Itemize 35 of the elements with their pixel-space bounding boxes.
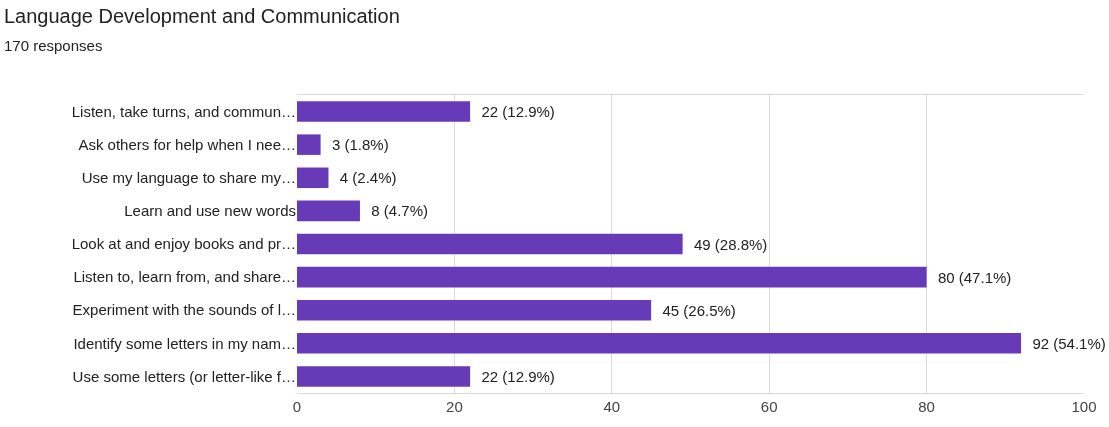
data-label: 22 (12.9%)	[473, 103, 555, 121]
bar	[297, 366, 471, 387]
bar	[297, 266, 927, 288]
data-label: 4 (2.4%)	[331, 169, 397, 187]
data-label: 8 (4.7%)	[362, 202, 428, 220]
x-tick-label: 100	[1071, 398, 1097, 415]
y-tick-label: Listen, take turns, and commun…	[71, 102, 296, 120]
bar	[297, 233, 683, 255]
x-tick-label: 80	[918, 398, 935, 415]
y-tick-label: Use my language to share my…	[81, 169, 296, 187]
chart-title: Language Development and Communication	[4, 5, 400, 27]
data-label: 3 (1.8%)	[323, 136, 389, 154]
x-tick-label: 60	[760, 398, 778, 415]
y-tick-label: Ask others for help when I nee…	[78, 135, 296, 153]
text: 170 responses	[4, 37, 103, 54]
bar	[297, 101, 471, 122]
data-label: 80 (47.1%)	[929, 268, 1012, 286]
data-label: 92 (54.1%)	[1024, 334, 1106, 352]
y-tick-label: Listen to, learn from, and share…	[73, 268, 296, 286]
y-tick-label: Learn and use new words	[124, 202, 296, 220]
data-label: 45 (26.5%)	[654, 301, 736, 319]
data-label: 22 (12.9%)	[473, 367, 555, 385]
y-tick-label: Look at and enjoy books and pr…	[71, 235, 296, 253]
y-tick-label: Use some letters (or letter-like f…	[72, 367, 296, 385]
bar	[297, 200, 360, 222]
data-label: 49 (28.8%)	[685, 235, 768, 253]
bar	[297, 333, 1022, 354]
bar	[297, 134, 321, 155]
bar	[297, 167, 329, 189]
x-tick-label: 0	[292, 398, 302, 415]
bar	[297, 299, 652, 321]
x-tick-label: 40	[603, 398, 621, 415]
y-tick-label: Experiment with the sounds of l…	[72, 301, 296, 319]
x-tick-label: 20	[446, 398, 463, 415]
y-tick-label: Identify some letters in my nam…	[73, 334, 296, 352]
